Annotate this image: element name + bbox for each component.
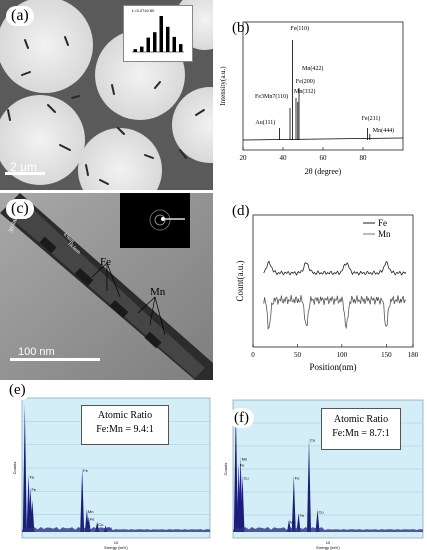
pore	[0, 95, 85, 185]
eds-peak-label: Mn	[242, 456, 248, 461]
y-axis-label: Intensity(a.u.)	[219, 66, 227, 106]
ratio-box-f: Atomic Ratio Fe:Mn = 8.7:1	[321, 408, 401, 450]
x-tick-label: 100	[337, 351, 348, 359]
x-tick-label: 50	[294, 351, 302, 359]
pore	[78, 128, 162, 190]
eds-peak	[240, 475, 245, 532]
eds-peak-label: Cu	[310, 438, 315, 443]
legend-label: Fe	[378, 218, 387, 228]
panel-label-f: (f)	[229, 408, 254, 428]
inset-bar	[153, 32, 157, 52]
x-axis-label: 2θ (degree)	[305, 167, 342, 176]
x-axis-label: Energy (keV)	[316, 545, 340, 550]
panel-label-a: (a)	[6, 6, 34, 26]
eds-peak-label: Fe	[90, 517, 95, 522]
x-tick-label: 0	[251, 351, 255, 359]
ratio-title-e: Atomic Ratio	[97, 410, 153, 421]
eds-peak-label: Mn	[88, 509, 94, 514]
x-tick-label: 40	[280, 154, 288, 162]
ratio-title-f: Atomic Ratio	[333, 414, 389, 425]
panel-label-b: (b)	[227, 18, 255, 38]
pore	[172, 87, 213, 163]
ratio-value-e: Fe:Mn = 9.4:1	[96, 424, 154, 435]
eds-peak-label: Fe	[295, 475, 300, 480]
eds-peak-label: Cu	[244, 475, 249, 480]
x-axis-label: Position(nm)	[309, 362, 356, 372]
x-tick-label: 180	[408, 351, 419, 359]
inset-histogram	[132, 16, 184, 53]
x-tick-label: 10	[326, 540, 331, 545]
panel-e: Fe Fe Fe Mn Fe Cu Cu 10 Energy (keV) Counts (e) A…	[0, 380, 213, 550]
panel-label-e: (e)	[4, 380, 31, 400]
eds-peak	[315, 509, 320, 532]
eds-peak	[233, 406, 238, 532]
scale-bar-label-c: 100 nm	[18, 346, 55, 358]
eds-background-signal	[233, 527, 423, 532]
inset-bar	[159, 16, 163, 52]
inset-bar	[146, 37, 150, 52]
tem-image	[0, 193, 213, 380]
plot-frame	[252, 214, 414, 348]
xrd-chart: 20 40 60 80 2θ (degree) Intensity(a.u.) Au(111…	[219, 21, 404, 176]
ratio-value-f: Fe:Mn = 8.7:1	[332, 428, 390, 439]
eds-peak-label: Cu	[107, 526, 112, 531]
xrd-peak-label: Fe(110)	[290, 25, 309, 32]
x-tick-label: 150	[381, 351, 392, 359]
panel-label-d: (d)	[227, 201, 255, 221]
eds-peak	[307, 437, 311, 532]
eds-peak-label: Cu	[319, 509, 324, 514]
inset-caption: L=3.27±0.80	[132, 8, 155, 13]
xrd-peak-label: Fe(211)	[362, 115, 381, 122]
inset-bar	[179, 44, 183, 52]
xrd-peak-label: Fe3Mn7(110)	[255, 93, 288, 100]
xrd-peak-label: Mn(422)	[302, 65, 323, 72]
panel-label-c: (c)	[6, 199, 34, 219]
inset-bar	[133, 49, 137, 52]
panel-a: (a) 2 μm L=3.27±0.80	[0, 0, 213, 190]
panel-d: (d) 0 50 100 150 180 Position(nm) Count(a.u.) F…	[213, 195, 427, 380]
y-axis-label: Counts	[12, 462, 17, 475]
eds-peak	[296, 513, 301, 532]
eds-peak	[80, 468, 85, 532]
xrd-baseline	[242, 137, 404, 141]
eds-peak-label: Fe	[31, 487, 36, 492]
legend-label: Mn	[378, 229, 391, 239]
x-tick-label: 60	[320, 154, 328, 162]
eds-peak-label: Cu	[98, 522, 103, 527]
ratio-box-e: Atomic Ratio Fe:Mn = 9.4:1	[81, 405, 169, 445]
fe-label: Fe	[100, 256, 111, 268]
histogram-inset: L=3.27±0.80	[123, 5, 193, 62]
eds-peak-label: Fe	[300, 513, 305, 518]
xrd-peak-label: Fe(200)	[296, 78, 315, 85]
panel-b: (b) 20 40 60 80 2θ (degree) Intensity(a.u.) Au…	[213, 0, 427, 195]
fe-series-line	[263, 260, 407, 276]
panel-f: Fe Mn Cu Mn Fe Fe Cu Cu 10 Energy (keV) Counts (f)…	[213, 380, 427, 550]
x-tick-label: 10	[114, 540, 119, 545]
eds-peak	[22, 404, 27, 532]
xrd-peak-label: Mn(332)	[294, 88, 315, 95]
panel-c: (c) Fe Mn 30.8nm 4.6nm 18.6nm 100 nm	[0, 193, 213, 380]
inset-bar	[172, 36, 176, 52]
y-axis-label: Count(a.u.)	[235, 261, 245, 302]
eds-peak	[30, 500, 35, 532]
xrd-peak-label: Au(111)	[255, 119, 275, 126]
eds-peak	[291, 475, 296, 532]
x-tick-label: 80	[360, 154, 368, 162]
mn-series-line	[263, 294, 407, 330]
eds-peak-label: Mn	[290, 519, 296, 524]
eds-peak-label: Fe	[83, 468, 88, 473]
inset-bar	[140, 46, 144, 52]
scale-bar-label-a: 2 μm	[10, 160, 37, 174]
eds-peak-label: Fe	[240, 463, 245, 468]
eds-peak-label: Fe	[30, 474, 35, 479]
eds-background-signal	[22, 527, 210, 532]
x-tick-label: 20	[240, 154, 248, 162]
mn-label: Mn	[150, 286, 166, 298]
inset-bar	[166, 26, 170, 52]
y-axis-label: Counts	[223, 463, 228, 476]
xrd-peak-label: Mn(444)	[373, 127, 394, 134]
x-axis-label: Energy (keV)	[104, 545, 128, 550]
